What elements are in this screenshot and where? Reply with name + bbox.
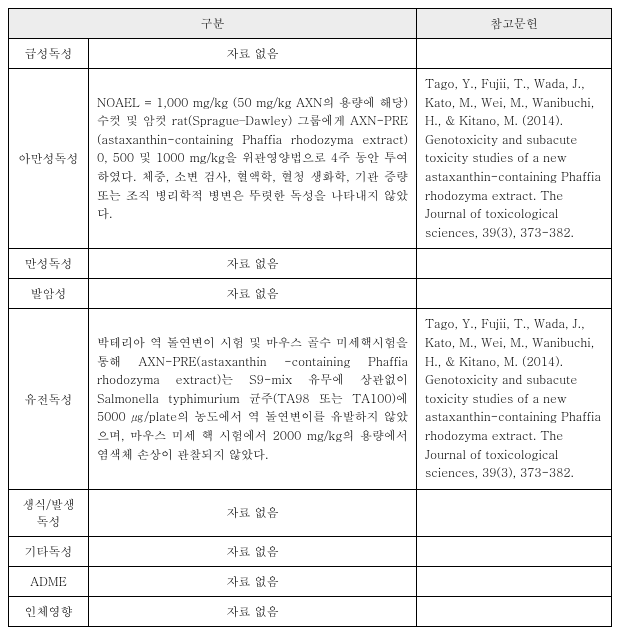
header-reference: 참고문헌 [417,9,612,39]
category-cell: 생식/발생독성 [9,489,89,536]
table-row: 급성독성자료 없음 [9,39,612,69]
reference-cell [417,489,612,536]
toxicity-table: 구분 참고문헌 급성독성자료 없음아만성독성NOAEL = 1,000 mg/k… [8,8,612,627]
table-row: 발암성자료 없음 [9,279,612,309]
reference-cell: Tago, Y., Fujii, T., Wada, J., Kato, M.,… [417,69,612,249]
reference-cell [417,536,612,566]
reference-cell: Tago, Y., Fujii, T., Wada, J., Kato, M.,… [417,309,612,489]
table-row: 생식/발생독성자료 없음 [9,489,612,536]
table-row: 만성독성자료 없음 [9,249,612,279]
content-cell: 자료 없음 [89,39,417,69]
reference-cell [417,279,612,309]
table-row: 기타독성자료 없음 [9,536,612,566]
content-cell: NOAEL = 1,000 mg/kg (50 mg/kg AXN의 용량에 해… [89,69,417,249]
table-row: 인체영향자료 없음 [9,596,612,626]
category-cell: 급성독성 [9,39,89,69]
reference-cell [417,249,612,279]
content-cell: 자료 없음 [89,536,417,566]
content-cell: 자료 없음 [89,596,417,626]
header-category: 구분 [9,9,417,39]
table-row: 아만성독성NOAEL = 1,000 mg/kg (50 mg/kg AXN의 … [9,69,612,249]
category-cell: 아만성독성 [9,69,89,249]
category-cell: ADME [9,566,89,596]
category-cell: 유전독성 [9,309,89,489]
table-header-row: 구분 참고문헌 [9,9,612,39]
content-cell: 자료 없음 [89,489,417,536]
table-row: ADME자료 없음 [9,566,612,596]
category-cell: 인체영향 [9,596,89,626]
content-cell: 자료 없음 [89,566,417,596]
category-cell: 만성독성 [9,249,89,279]
content-cell: 박테리아 역 돌연변이 시험 및 마우스 골수 미세핵시험을 통해 AXN-PR… [89,309,417,489]
reference-cell [417,596,612,626]
content-cell: 자료 없음 [89,249,417,279]
category-cell: 기타독성 [9,536,89,566]
table-body: 급성독성자료 없음아만성독성NOAEL = 1,000 mg/kg (50 mg… [9,39,612,627]
reference-cell [417,39,612,69]
reference-cell [417,566,612,596]
content-cell: 자료 없음 [89,279,417,309]
category-cell: 발암성 [9,279,89,309]
table-row: 유전독성박테리아 역 돌연변이 시험 및 마우스 골수 미세핵시험을 통해 AX… [9,309,612,489]
